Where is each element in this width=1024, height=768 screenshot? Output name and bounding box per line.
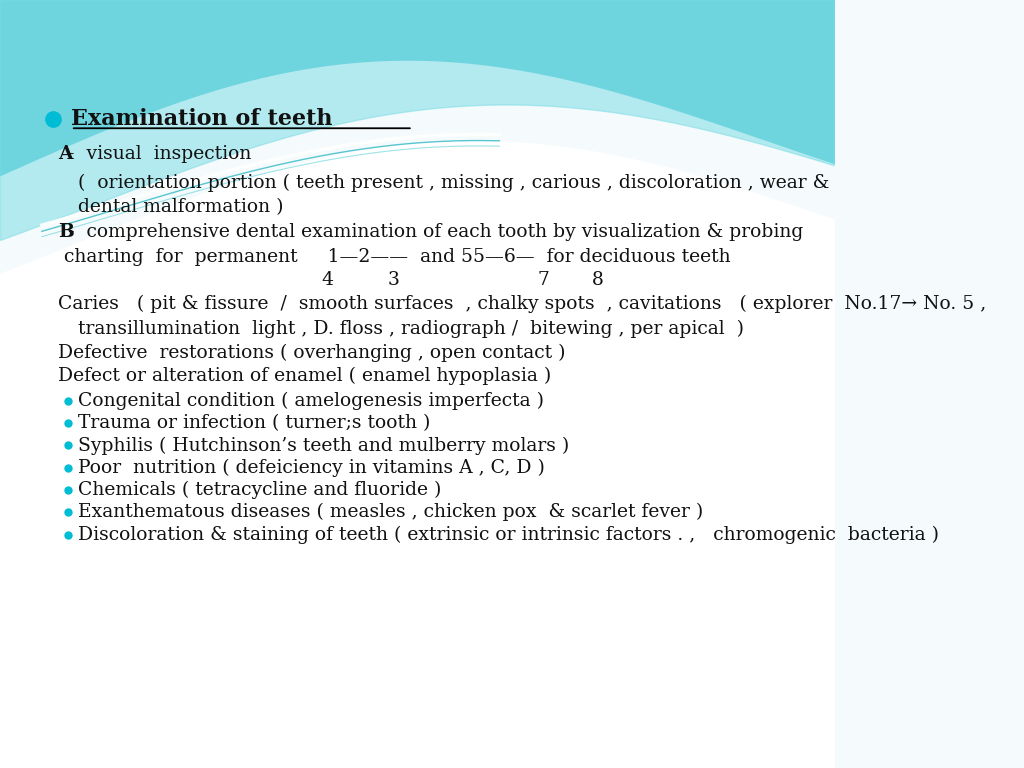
Text: B: B <box>58 223 74 241</box>
Text: Congenital condition ( amelogenesis imperfecta ): Congenital condition ( amelogenesis impe… <box>78 392 544 410</box>
Text: Syphilis ( Hutchinson’s teeth and mulberry molars ): Syphilis ( Hutchinson’s teeth and mulber… <box>78 436 568 455</box>
Text: Defect or alteration of enamel ( enamel hypoplasia ): Defect or alteration of enamel ( enamel … <box>58 367 552 386</box>
Text: Exanthematous diseases ( measles , chicken pox  & scarlet fever ): Exanthematous diseases ( measles , chick… <box>78 503 702 521</box>
Text: 4         3                       7       8: 4 3 7 8 <box>58 270 604 289</box>
Text: (  orientation portion ( teeth present , missing , carious , discoloration , wea: ( orientation portion ( teeth present , … <box>78 174 828 192</box>
Text: transillumination  light , D. floss , radiograph /  bitewing , per apical  ): transillumination light , D. floss , rad… <box>78 319 743 338</box>
Text: Defective  restorations ( overhanging , open contact ): Defective restorations ( overhanging , o… <box>58 343 566 362</box>
Text: Discoloration & staining of teeth ( extrinsic or intrinsic factors . ,   chromog: Discoloration & staining of teeth ( extr… <box>78 525 939 544</box>
Text: Caries   ( pit & fissure  /  smooth surfaces  , chalky spots  , cavitations   ( : Caries ( pit & fissure / smooth surfaces… <box>58 295 986 313</box>
Text: Trauma or infection ( turner;s tooth ): Trauma or infection ( turner;s tooth ) <box>78 414 430 432</box>
Text: Chemicals ( tetracycline and fluoride ): Chemicals ( tetracycline and fluoride ) <box>78 481 441 499</box>
Text: Examination of teeth: Examination of teeth <box>71 108 333 130</box>
Text: charting  for  permanent     1—2——  and 55—6—  for deciduous teeth: charting for permanent 1—2—— and 55—6— f… <box>58 247 731 266</box>
Text: Poor  nutrition ( defeiciency in vitamins A , C, D ): Poor nutrition ( defeiciency in vitamins… <box>78 458 545 477</box>
Text: -  visual  inspection: - visual inspection <box>69 144 252 163</box>
Text: -  comprehensive dental examination of each tooth by visualization & probing: - comprehensive dental examination of ea… <box>69 223 804 241</box>
Text: dental malformation ): dental malformation ) <box>78 198 283 217</box>
Text: A: A <box>58 144 73 163</box>
